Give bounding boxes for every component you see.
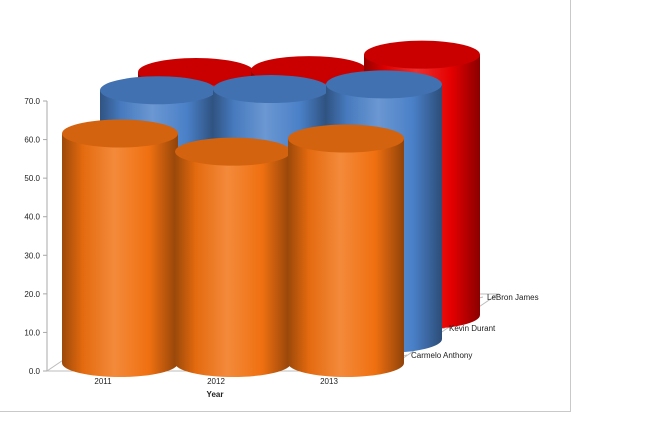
x-tick-label: 2012 bbox=[207, 377, 225, 386]
bar-top bbox=[326, 70, 442, 99]
x-axis-title: Year bbox=[207, 390, 224, 399]
y-tick-label: 10.0 bbox=[24, 328, 40, 337]
y-tick-label: 30.0 bbox=[24, 251, 40, 260]
y-tick-label: 70.0 bbox=[24, 97, 40, 106]
bar-top bbox=[364, 40, 480, 69]
bar-top bbox=[100, 76, 216, 105]
chart-labels: 0.0 10.0 20.0 30.0 40.0 50.0 60.0 70.0 2011 2012 2… bbox=[24, 97, 538, 399]
x-tick-label: 2011 bbox=[94, 377, 112, 386]
chart-bars bbox=[62, 40, 480, 377]
bar-top bbox=[213, 75, 329, 104]
chart-frame bbox=[0, 0, 571, 412]
bar-carmelo-anthony-2013 bbox=[288, 124, 404, 377]
y-tick-label: 50.0 bbox=[24, 174, 40, 183]
bar-top bbox=[175, 137, 291, 166]
y-tick-label: 60.0 bbox=[24, 136, 40, 145]
bar-body bbox=[62, 133, 178, 377]
series-label: LeBron James bbox=[487, 293, 539, 302]
bar-body bbox=[288, 138, 404, 377]
bar-top bbox=[288, 124, 404, 153]
bar-body bbox=[175, 151, 291, 377]
series-label: Kevin Durant bbox=[449, 324, 496, 333]
y-tick-label: 0.0 bbox=[29, 367, 41, 376]
bar-top bbox=[62, 119, 178, 148]
x-tick-label: 2013 bbox=[320, 377, 338, 386]
y-tick-label: 40.0 bbox=[24, 213, 40, 222]
bar-carmelo-anthony-2011 bbox=[62, 119, 178, 377]
y-tick-label: 20.0 bbox=[24, 290, 40, 299]
series-label: Carmelo Anthony bbox=[411, 351, 472, 360]
bar-carmelo-anthony-2012 bbox=[175, 137, 291, 377]
